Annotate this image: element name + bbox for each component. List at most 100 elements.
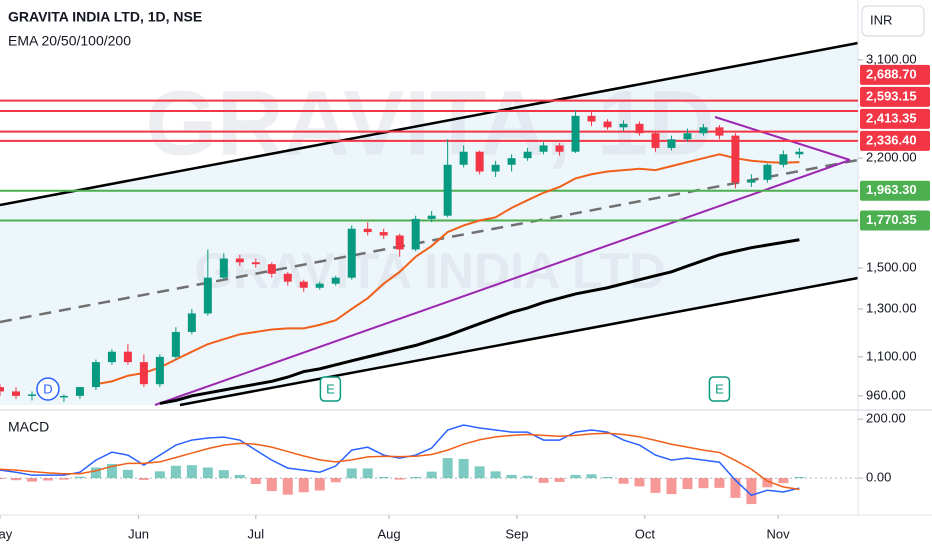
ema-line: [95, 153, 800, 386]
level-label-box: [860, 64, 930, 85]
candle-body: [331, 277, 340, 284]
level-label-box: [860, 210, 930, 231]
y-tick-label: 200.00: [866, 411, 906, 426]
candle-body: [107, 351, 116, 363]
macd-histogram: [202, 467, 213, 479]
candle-body: [491, 164, 500, 172]
macd-histogram: [0, 478, 5, 480]
candle-body: [443, 164, 452, 216]
x-tick-label: Oct: [635, 526, 656, 541]
candle-body: [507, 158, 516, 165]
macd-histogram: [122, 469, 133, 479]
candle-body: [91, 362, 100, 388]
macd-line: [0, 424, 800, 497]
macd-histogram: [490, 471, 501, 479]
triangle-upper: [714, 116, 851, 161]
macd-histogram: [330, 478, 341, 483]
macd-histogram: [74, 476, 85, 479]
macd-histogram: [250, 478, 261, 485]
macd-histogram: [410, 476, 421, 479]
level-label: 2,336.40: [866, 132, 917, 147]
channel-bottom: [179, 276, 859, 407]
macd-histogram: [314, 478, 325, 491]
chart-title: GRAVITA INDIA LTD, 1D, NSE: [8, 9, 202, 25]
candle-body: [603, 121, 612, 128]
candle-body: [219, 258, 228, 278]
level-label-box: [860, 86, 930, 107]
macd-histogram: [474, 466, 485, 479]
candle-body: [379, 232, 388, 236]
macd-histogram: [650, 478, 661, 493]
signal-line: [0, 432, 800, 491]
macd-histogram: [634, 478, 645, 487]
x-tick-label: Nov: [766, 526, 790, 541]
macd-histogram: [602, 476, 613, 479]
candle-body: [251, 262, 260, 265]
candle-body: [155, 356, 164, 385]
macd-histogram: [730, 478, 741, 498]
candle-body: [171, 331, 180, 357]
candle-body: [459, 151, 468, 165]
y-tick-label: 0.00: [866, 470, 891, 485]
macd-histogram: [778, 478, 789, 484]
x-tick-label: Jul: [247, 526, 264, 541]
candle-body: [75, 387, 84, 396]
macd-histogram: [266, 478, 277, 492]
macd-histogram: [762, 478, 773, 488]
candle-body: [59, 395, 68, 398]
currency[interactable]: INR: [870, 12, 892, 27]
level-label: 1,963.30: [866, 182, 917, 197]
macd-histogram: [138, 478, 149, 480]
macd-title: MACD: [8, 419, 49, 435]
macd-histogram: [714, 478, 725, 488]
candle-body: [571, 115, 580, 152]
candle-body: [395, 235, 404, 250]
macd-histogram: [10, 478, 21, 481]
macd-histogram: [698, 478, 709, 489]
level-label: 2,688.70: [866, 66, 917, 81]
macd-histogram: [618, 478, 629, 484]
level-label-box: [860, 180, 930, 201]
candle-body: [683, 133, 692, 140]
macd-histogram: [186, 465, 197, 479]
candle-body: [299, 281, 308, 288]
macd-histogram: [58, 478, 69, 480]
macd-histogram: [42, 478, 53, 481]
event-marker: [319, 376, 342, 402]
candle-body: [555, 145, 564, 152]
channel-top: [0, 41, 859, 207]
level-label: 1,770.35: [866, 212, 917, 227]
x-tick-label: Jun: [128, 526, 149, 541]
y-tick-label: 1,500.00: [866, 259, 917, 274]
event-marker: [36, 377, 60, 401]
level-label-box: [860, 108, 930, 129]
channel-fill: [0, 43, 858, 405]
macd-histogram: [106, 463, 117, 479]
y-tick-label: 1,100.00: [866, 348, 917, 363]
currency-button[interactable]: [861, 5, 925, 37]
x-tick-label: May: [0, 526, 13, 541]
candle-body: [267, 264, 276, 274]
event-label: E: [715, 381, 724, 396]
candle-body: [347, 228, 356, 278]
level-label-box: [860, 130, 930, 151]
macd-histogram: [442, 458, 453, 479]
y-tick-label: 960.00: [866, 387, 906, 402]
candle-body: [731, 135, 740, 183]
candle-body: [411, 218, 420, 250]
x-tick-label: Sep: [505, 526, 528, 541]
candle-body: [523, 151, 532, 159]
candle-body: [27, 394, 36, 396]
chart-subtitle: EMA 20/50/100/200: [8, 33, 131, 49]
macd-histogram: [362, 468, 373, 479]
macd-histogram: [218, 470, 229, 479]
candle-body: [763, 164, 772, 180]
macd-histogram: [90, 467, 101, 479]
ema-line: [159, 238, 800, 405]
macd-histogram: [394, 478, 405, 480]
level-label: 2,413.35: [866, 110, 917, 125]
y-tick-label: 3,100.00: [866, 51, 917, 66]
candle-body: [619, 123, 628, 128]
triangle-lower: [154, 159, 851, 406]
